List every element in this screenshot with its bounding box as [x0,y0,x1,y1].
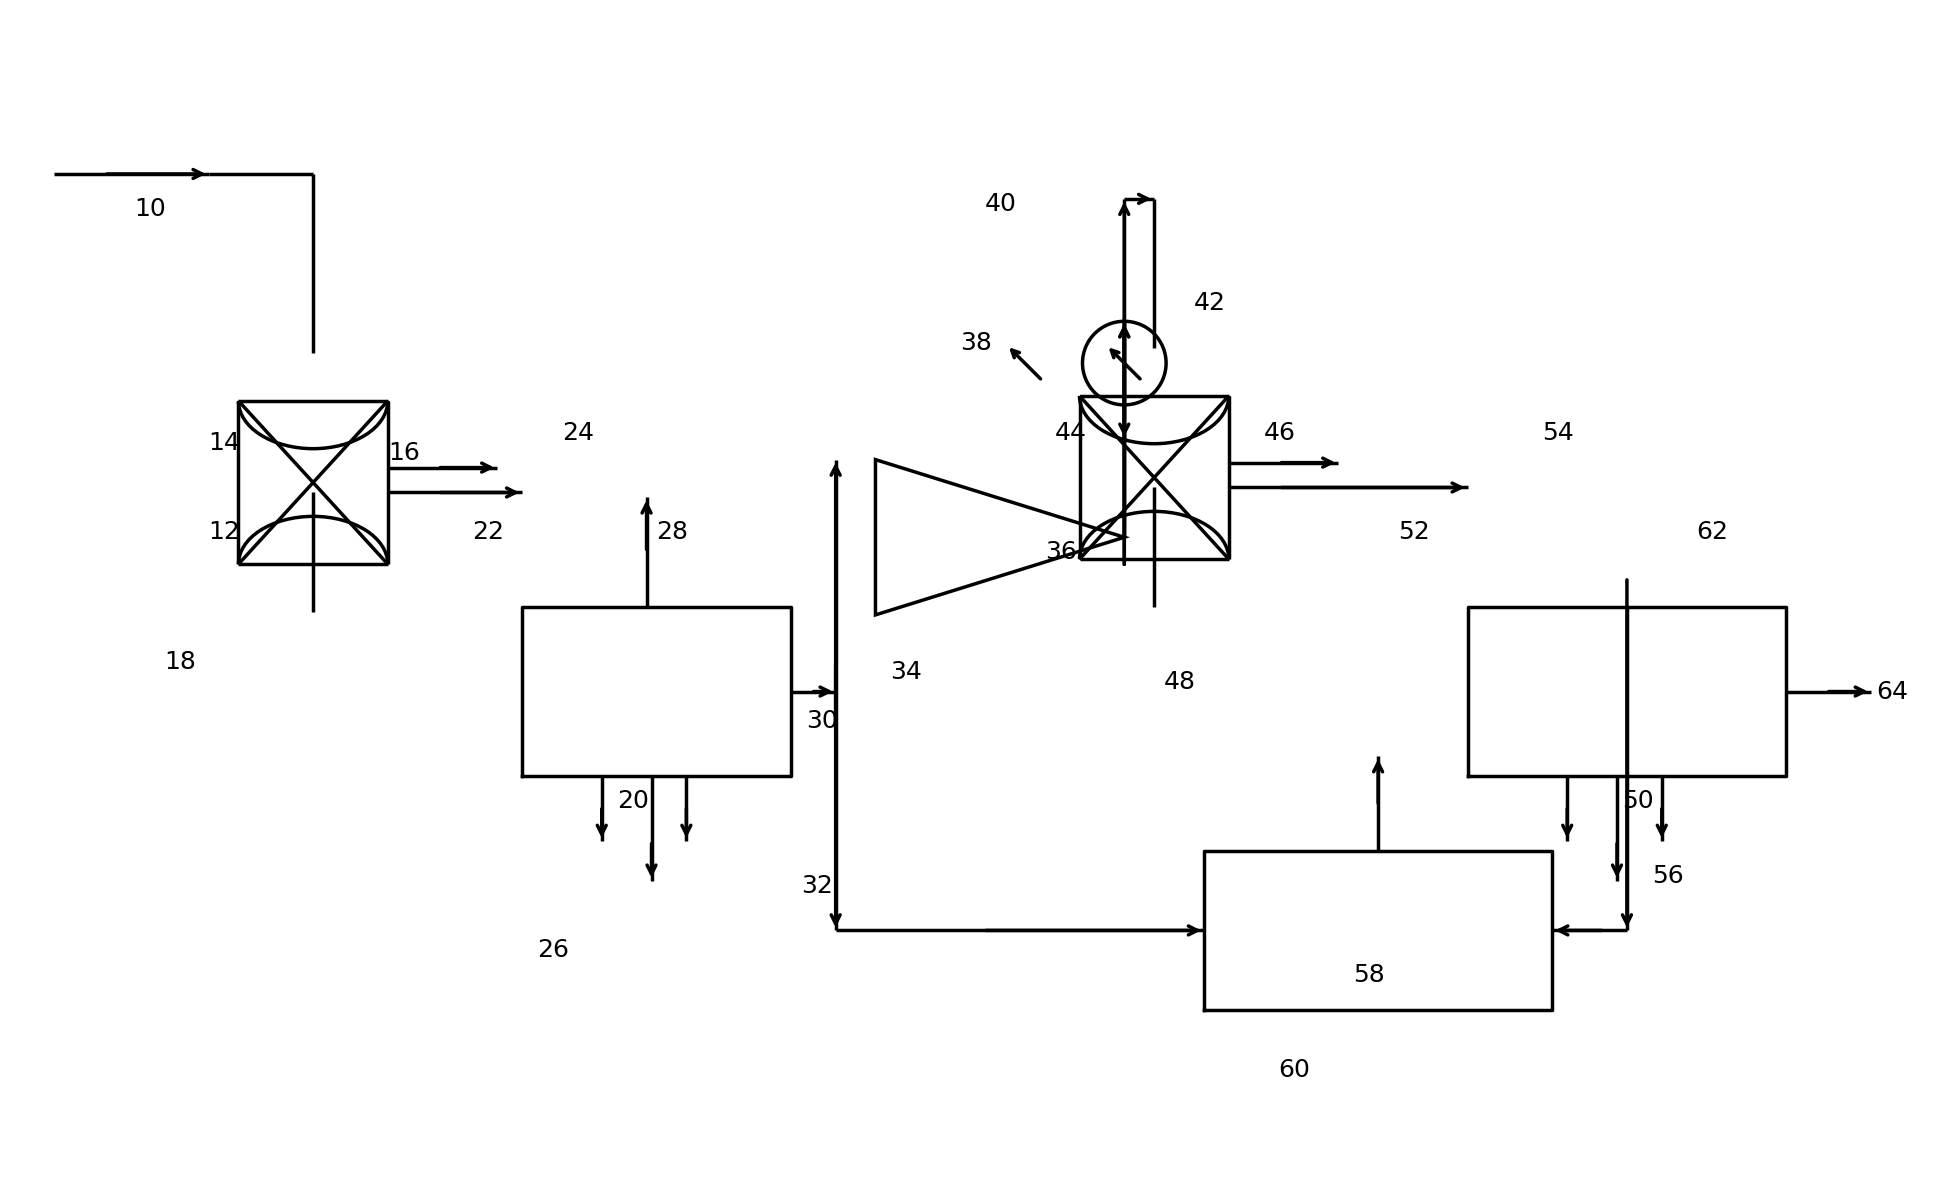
Text: 16: 16 [388,440,419,464]
Text: 64: 64 [1874,679,1907,704]
Text: 36: 36 [1044,540,1075,564]
Text: 44: 44 [1054,420,1087,445]
Text: 12: 12 [208,520,240,545]
Text: 32: 32 [801,874,832,897]
Text: 60: 60 [1278,1058,1309,1081]
Text: 52: 52 [1397,520,1430,545]
Text: 24: 24 [561,420,594,445]
Text: 50: 50 [1621,789,1652,813]
Text: 48: 48 [1163,669,1196,693]
Text: 10: 10 [134,197,166,221]
Text: 20: 20 [616,789,649,813]
Text: 38: 38 [960,331,992,355]
Text: 34: 34 [890,660,921,684]
Text: 58: 58 [1352,963,1385,988]
Text: 30: 30 [805,710,838,734]
Text: 62: 62 [1695,520,1728,545]
Text: 42: 42 [1194,291,1225,316]
Text: 40: 40 [984,192,1017,216]
Text: 14: 14 [208,431,240,455]
Text: 46: 46 [1262,420,1295,445]
Text: 22: 22 [471,520,505,545]
Text: 28: 28 [656,520,688,545]
Text: 18: 18 [164,649,195,674]
Text: 26: 26 [538,938,569,963]
Text: 56: 56 [1652,864,1683,888]
Text: 54: 54 [1541,420,1574,445]
